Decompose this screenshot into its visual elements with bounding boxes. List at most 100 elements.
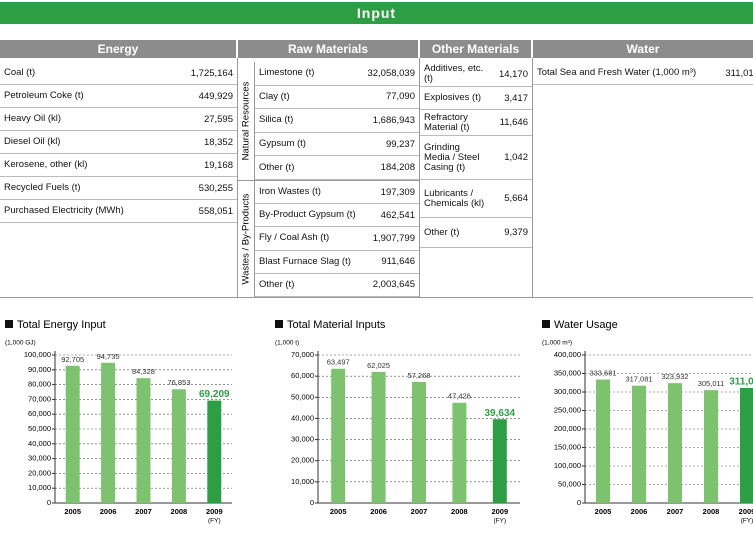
y-tick-label: 40,000 (28, 439, 51, 448)
table-row: Iron Wastes (t) 197,309 (255, 181, 419, 205)
row-label: By-Product Gypsum (t) (259, 209, 356, 221)
y-tick-label: 50,000 (28, 424, 51, 433)
row-label: Lubricants / Chemicals (kl) (424, 187, 485, 209)
section-header: Water (533, 40, 753, 58)
y-tick-label: 60,000 (291, 371, 314, 380)
row-label: Refractory Material (t) (424, 111, 470, 133)
section-header: Other Materials (420, 40, 531, 58)
y-unit: (1,000 GJ) (5, 340, 36, 347)
chart-title: Total Material Inputs (287, 319, 386, 331)
row-label: Total Sea and Fresh Water (1,000 m³) (537, 67, 697, 78)
y-tick-label: 60,000 (28, 409, 51, 418)
table-row: Other (t) 184,208 (255, 156, 419, 180)
table-row: Petroleum Coke (t) 449,929 (0, 85, 237, 108)
value-label: 84,328 (132, 367, 155, 376)
bar (371, 371, 386, 503)
row-value: 27,595 (203, 113, 233, 125)
table-row: Purchased Electricity (MWh) 558,051 (0, 200, 237, 223)
value-label: 47,426 (448, 392, 471, 401)
y-tick-label: 100,000 (24, 350, 51, 359)
y-tick-label: 40,000 (291, 413, 314, 422)
row-value: 2,003,645 (372, 279, 415, 291)
table-row: Silica (t) 1,686,943 (255, 109, 419, 133)
y-tick-label: 300,000 (554, 387, 581, 396)
row-label: Silica (t) (259, 114, 294, 126)
table-row: By-Product Gypsum (t) 462,541 (255, 204, 419, 228)
x-tick-label: 2008 (451, 507, 468, 516)
y-tick-label: 200,000 (554, 424, 581, 433)
table-bottom (0, 297, 753, 298)
row-value: 197,309 (380, 186, 415, 198)
x-tick-label: 2005 (595, 507, 612, 516)
value-label: 305,011 (698, 379, 725, 388)
row-value: 1,907,799 (372, 232, 415, 244)
value-label: 62,025 (367, 361, 390, 370)
table-row: Other (t) 9,379 (420, 218, 532, 248)
value-label: 69,209 (199, 389, 230, 400)
bar (65, 365, 80, 503)
row-value: 14,170 (498, 68, 528, 80)
value-label: 92,705 (61, 355, 84, 364)
y-tick-label: 30,000 (291, 435, 314, 444)
title-icon (5, 320, 13, 328)
row-label: Coal (t) (4, 67, 36, 78)
x-tick-label: 2006 (370, 507, 387, 516)
bar (171, 389, 186, 503)
bar (207, 400, 222, 503)
row-label: Petroleum Coke (t) (4, 90, 84, 101)
value-label: 94,735 (97, 352, 120, 361)
row-value: 530,255 (198, 182, 233, 194)
row-value: 77,090 (385, 91, 415, 103)
y-unit: (1,000 m³) (542, 340, 572, 347)
x-tick-label: 2005 (330, 507, 347, 516)
group-divider (238, 180, 419, 181)
row-label: Purchased Electricity (MWh) (4, 205, 124, 216)
row-label: Kerosene, other (kl) (4, 159, 88, 170)
table-row: Diesel Oil (kl) 18,352 (0, 131, 237, 154)
group-label: Natural Resources (238, 62, 255, 180)
y-tick-label: 250,000 (554, 405, 581, 414)
y-tick-label: 0 (47, 498, 51, 507)
title-icon (275, 320, 283, 328)
row-value: 18,352 (203, 136, 233, 148)
row-value: 911,646 (381, 256, 415, 268)
y-tick-label: 100,000 (554, 461, 581, 470)
table-row: Refractory Material (t) 11,646 (420, 110, 532, 136)
row-label: Diesel Oil (kl) (4, 136, 61, 147)
bar (412, 381, 426, 503)
row-label: Other (t) (259, 278, 295, 290)
row-value: 5,664 (504, 193, 528, 204)
bar (596, 379, 610, 503)
y-tick-label: 0 (577, 498, 581, 507)
x-tick-label: 2006 (631, 507, 648, 516)
bar (136, 378, 151, 503)
column-divider (419, 58, 420, 298)
section-header: Raw Materials (238, 40, 418, 58)
value-label: 39,634 (485, 408, 516, 419)
y-tick-label: 80,000 (28, 380, 51, 389)
y-tick-label: 10,000 (28, 483, 51, 492)
row-value: 19,168 (203, 159, 233, 171)
x-tick-label: 2006 (100, 507, 117, 516)
y-tick-label: 150,000 (554, 442, 581, 451)
y-tick-label: 50,000 (558, 479, 581, 488)
table-row: Limestone (t) 32,058,039 (255, 62, 419, 86)
row-label: Fly / Coal Ash (t) (259, 232, 330, 244)
y-tick-label: 70,000 (28, 394, 51, 403)
bar (632, 385, 646, 503)
table-row: Other (t) 2,003,645 (255, 274, 419, 297)
row-value: 1,042 (504, 152, 528, 163)
row-value: 184,208 (380, 162, 415, 174)
y-tick-label: 20,000 (28, 468, 51, 477)
row-label: Clay (t) (259, 90, 290, 102)
value-label: 57,268 (408, 371, 431, 380)
value-label: 323,932 (661, 372, 688, 381)
table-row: Additives, etc. (t) 14,170 (420, 62, 532, 87)
x-tick-label: 2009 (206, 507, 223, 516)
row-value: 462,541 (380, 209, 415, 221)
value-label: 311,018 (729, 377, 753, 388)
table-row: Fly / Coal Ash (t) 1,907,799 (255, 227, 419, 251)
y-tick-label: 350,000 (554, 368, 581, 377)
x-tick-label: 2007 (411, 507, 428, 516)
